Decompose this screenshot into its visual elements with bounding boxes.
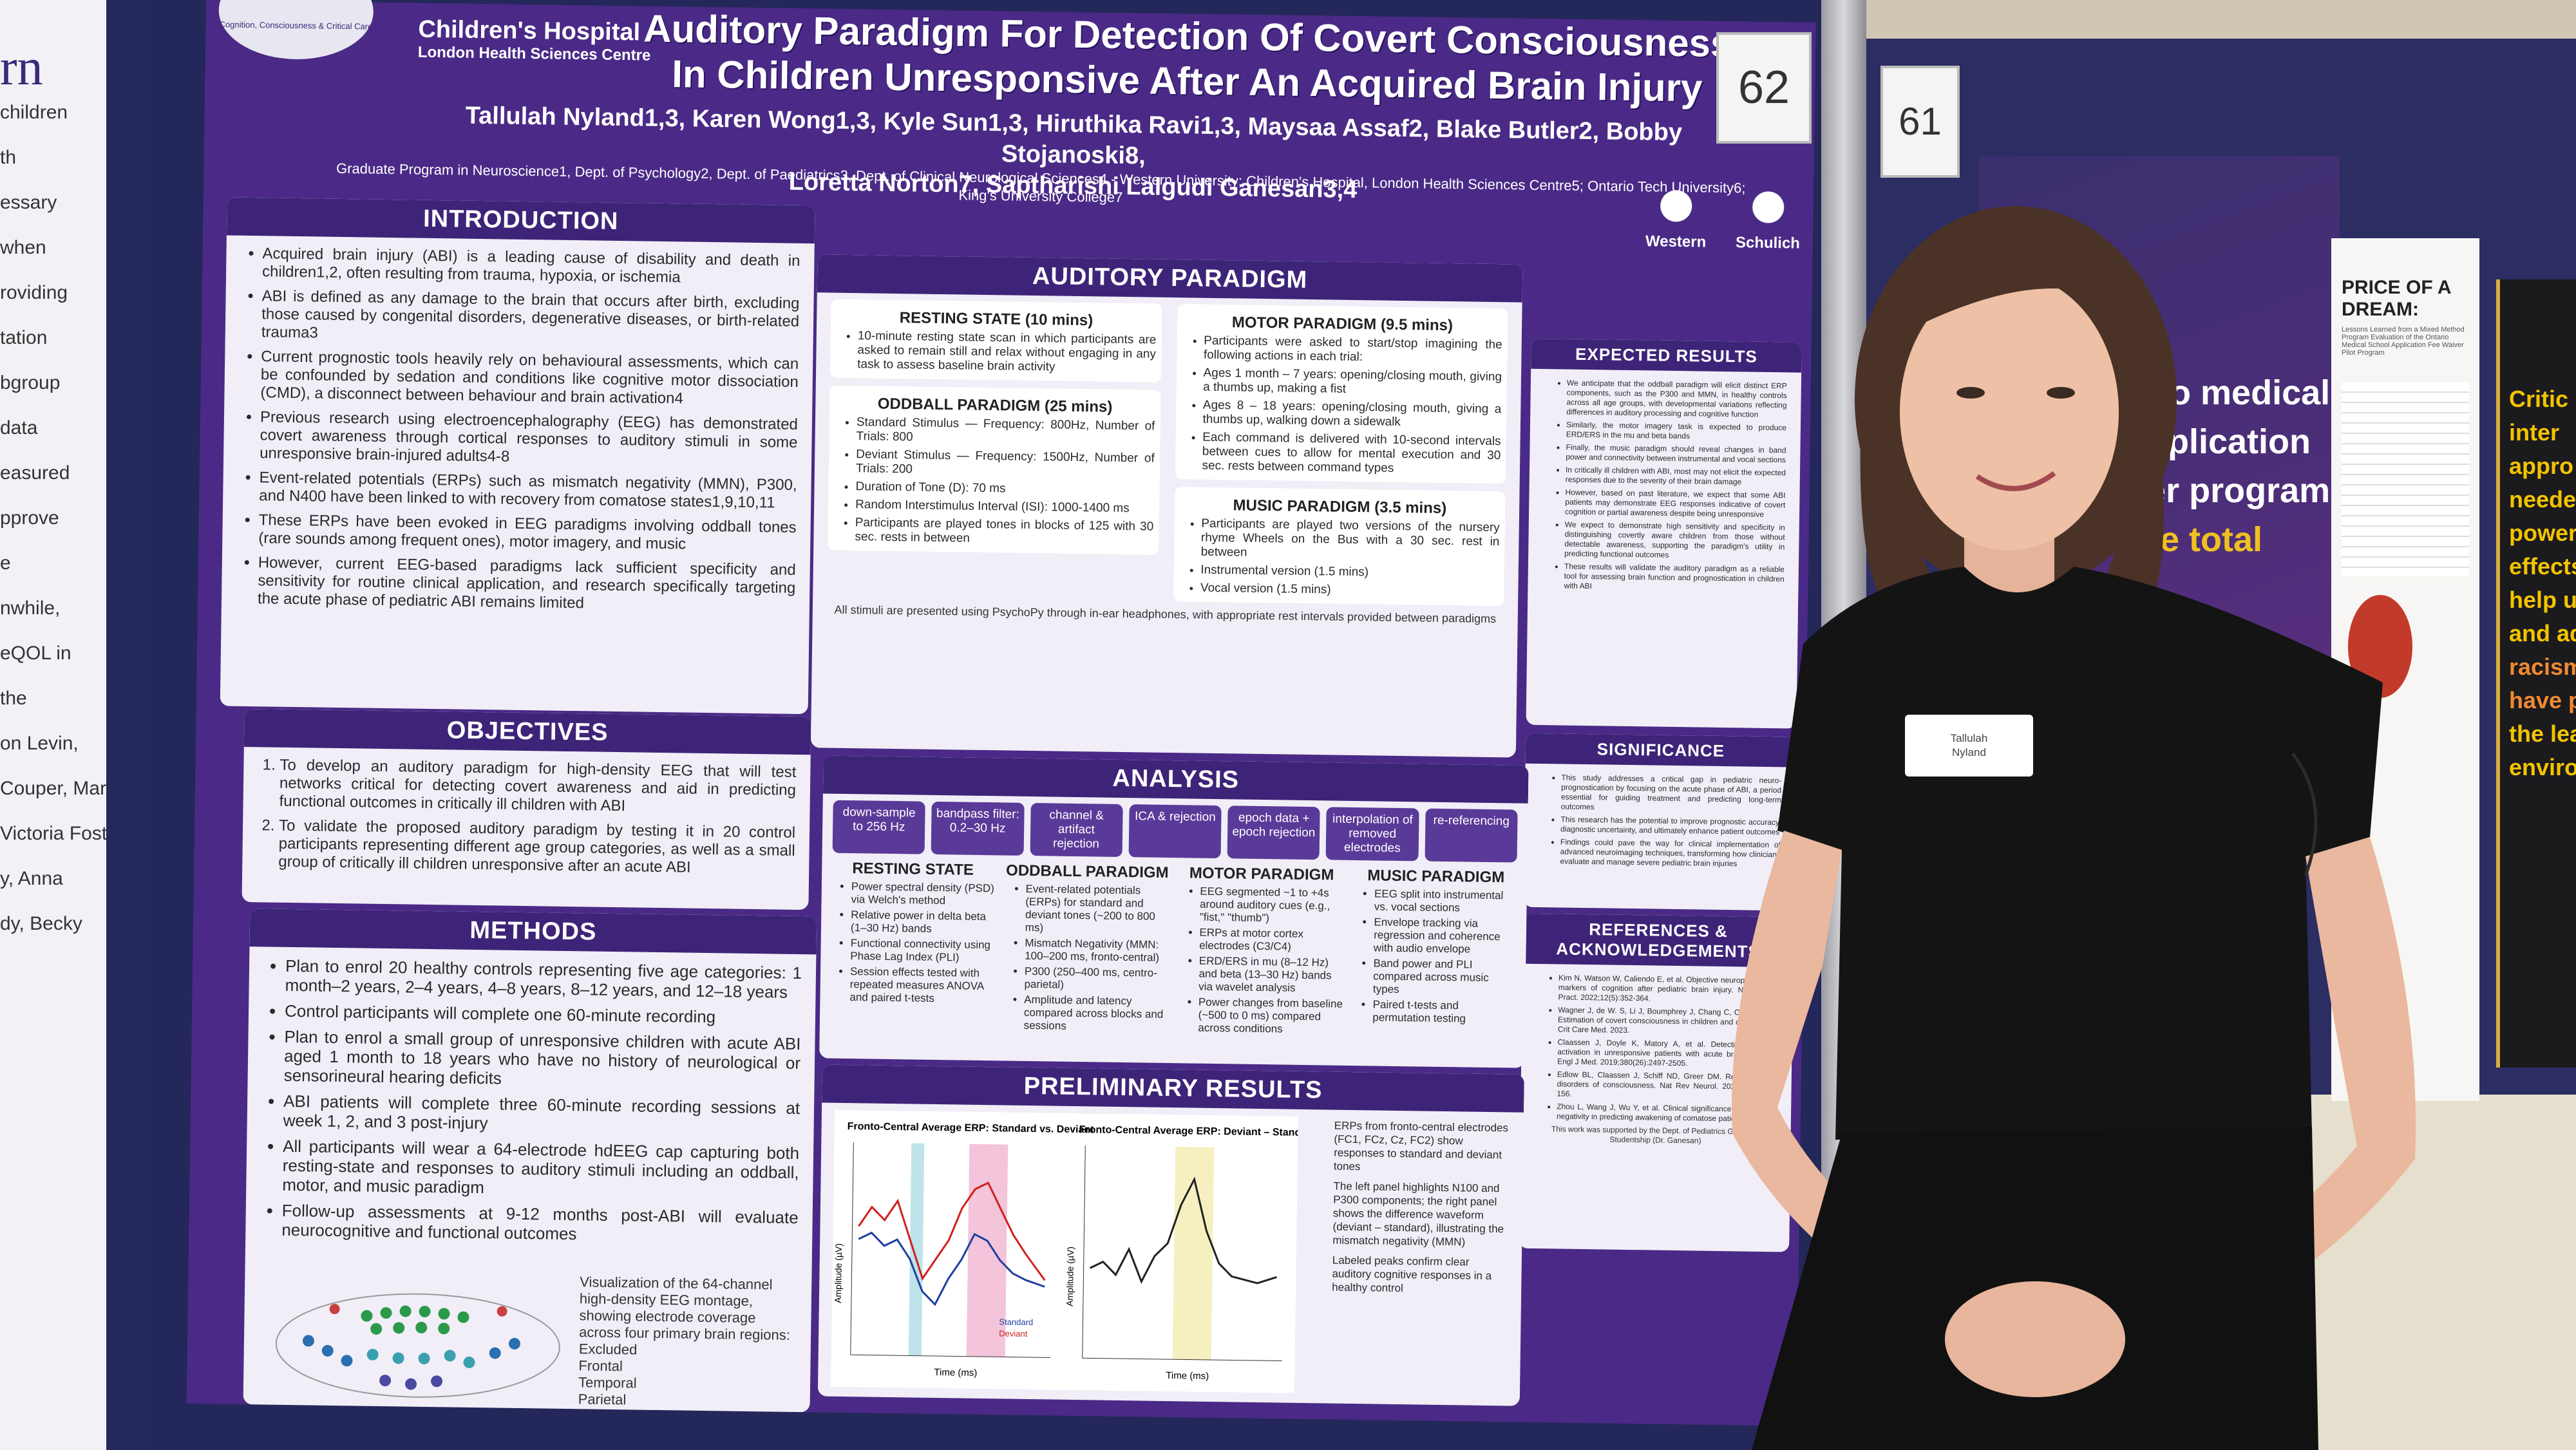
eye bbox=[1956, 387, 1985, 399]
band bbox=[908, 1143, 925, 1356]
hair bbox=[2106, 412, 2164, 631]
text-line: pprove bbox=[0, 507, 59, 529]
axis-label: Amplitude (µV) bbox=[833, 1243, 844, 1303]
text-line: appro bbox=[2509, 453, 2574, 479]
text-line: e bbox=[0, 552, 11, 574]
board-number: 61 bbox=[1880, 66, 1960, 178]
band bbox=[966, 1144, 1009, 1357]
axis-label: Time (ms) bbox=[1166, 1370, 1209, 1382]
hands bbox=[1945, 1281, 2125, 1397]
axis-label: Time (ms) bbox=[934, 1367, 977, 1379]
eeg-montage bbox=[275, 1293, 560, 1398]
text-line: y, Anna bbox=[0, 868, 63, 889]
text-line: data bbox=[0, 417, 38, 438]
deviant-line bbox=[858, 1182, 1046, 1281]
text-line: rn bbox=[0, 39, 43, 96]
tattoo bbox=[2291, 752, 2318, 876]
axis bbox=[1082, 1145, 1086, 1359]
axis bbox=[850, 1142, 854, 1355]
name-line: Tallulah bbox=[1950, 732, 1988, 744]
axis-label: Amplitude (µV) bbox=[1065, 1247, 1075, 1306]
text-line: have pe bbox=[2509, 687, 2576, 713]
poster-title: PRICE OF A DREAM: bbox=[2342, 277, 2451, 320]
table bbox=[2342, 382, 2469, 576]
shirt bbox=[1777, 567, 2383, 1140]
arm bbox=[2106, 837, 2416, 1371]
watch bbox=[1815, 1227, 1875, 1269]
text-line: tation bbox=[0, 327, 48, 348]
text-line: Couper, Mariela bbox=[0, 778, 106, 799]
poster-subtitle: Lessons Learned from a Mixed Method Prog… bbox=[2342, 326, 2465, 357]
chart-title: Fronto-Central Average ERP: Deviant – St… bbox=[1079, 1124, 1298, 1139]
left-poster: rn children th essary when roviding tation bgro… bbox=[0, 0, 106, 1450]
text-line: and add bbox=[2509, 620, 2576, 646]
standard-line bbox=[858, 1231, 1045, 1306]
legend-entry: Deviant bbox=[999, 1328, 1028, 1339]
axis bbox=[1082, 1357, 1282, 1362]
text-line: the bbox=[0, 688, 27, 709]
arm bbox=[1732, 831, 1984, 1346]
text-line: children bbox=[0, 102, 68, 123]
text-line: th bbox=[0, 147, 17, 168]
hair bbox=[1860, 412, 1932, 618]
text-line: roviding bbox=[0, 282, 68, 303]
text-line: the lea bbox=[2509, 720, 2576, 747]
name-tag: Tallulah Nyland bbox=[1905, 715, 2033, 777]
chart-title: Fronto-Central Average ERP: Standard vs.… bbox=[848, 1121, 1095, 1135]
text-line: power bbox=[2509, 520, 2576, 546]
text-line: easured bbox=[0, 462, 70, 484]
eye bbox=[2047, 387, 2075, 399]
neighbor-poster: Critic inter appro needed power effects, help … bbox=[2496, 279, 2576, 1068]
text-line: inter bbox=[2509, 419, 2560, 446]
text-line: dy, Becky bbox=[0, 913, 82, 934]
text-line: enviro bbox=[2509, 754, 2576, 780]
face bbox=[1900, 274, 2119, 551]
name-line: Nyland bbox=[1952, 746, 1986, 758]
text-line: Critic bbox=[2509, 386, 2569, 412]
text-line: eQOL in bbox=[0, 643, 71, 664]
mmn-line bbox=[1089, 1176, 1277, 1285]
text-line: racism a bbox=[2509, 654, 2576, 680]
section: Fronto-Central Average ERP: Standard vs.… bbox=[817, 1064, 1524, 1406]
text-line: Victoria Foster, bbox=[0, 823, 106, 844]
legend-entry: Standard bbox=[999, 1317, 1033, 1327]
floor bbox=[2293, 1082, 2576, 1450]
text-line: help us bbox=[2509, 587, 2576, 613]
text-line: essary bbox=[0, 192, 57, 213]
hair-fringe bbox=[1900, 262, 2125, 335]
poster: Cognition, Consciousness & Critical Care… bbox=[186, 0, 1816, 1426]
smile bbox=[1975, 471, 2056, 491]
board-number: 62 bbox=[1716, 32, 1812, 144]
text-line: needed bbox=[2509, 486, 2576, 513]
text-line: bgroup bbox=[0, 372, 61, 393]
text-line: on Levin, bbox=[0, 733, 79, 754]
section: METHODSPlan to enrol 20 healthy controls… bbox=[243, 909, 817, 1413]
text-line: effects, bbox=[2509, 553, 2576, 579]
axis bbox=[850, 1354, 1050, 1359]
erp-charts: Fronto-Central Average ERP: Standard vs.… bbox=[831, 1109, 1298, 1393]
text-line: nwhile, bbox=[0, 598, 61, 619]
text-line: when bbox=[0, 237, 46, 258]
